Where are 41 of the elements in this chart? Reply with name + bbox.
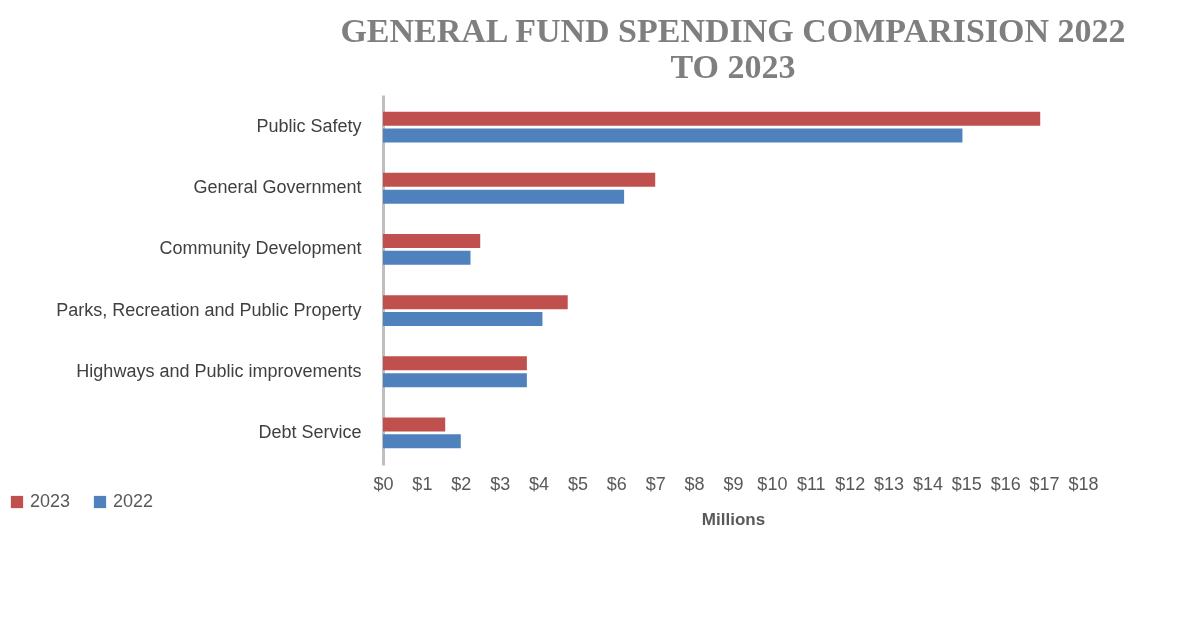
x-tick-label: $8 (684, 473, 705, 494)
y-tick-label: Public Safety (256, 116, 362, 137)
bar (383, 311, 543, 326)
bar (383, 295, 568, 310)
x-tick-label: $4 (529, 473, 550, 494)
x-tick-label: $15 (951, 473, 982, 494)
y-tick-label: Community Development (159, 238, 362, 259)
x-tick-label: $18 (1068, 473, 1099, 494)
x-tick-label: $13 (874, 473, 905, 494)
bar (383, 128, 963, 143)
x-axis-title: Millions (701, 509, 766, 529)
x-tick-label: $5 (567, 473, 588, 494)
y-tick-label: General Government (193, 177, 362, 198)
chart-title: GENERAL FUND SPENDING COMPARISION 2022 TO 2023 (340, 12, 1126, 85)
legend-label: 2023 (30, 491, 71, 511)
x-tick-label: $11 (796, 473, 826, 494)
bar (383, 356, 527, 371)
x-tick-label: $17 (1029, 473, 1060, 494)
x-tick-label: $12 (835, 473, 866, 494)
bar (383, 417, 446, 432)
x-tick-label: $7 (645, 473, 666, 494)
bar (383, 250, 471, 265)
y-tick-label: Parks, Recreation and Public Property (56, 299, 362, 320)
x-tick-label: $2 (451, 473, 472, 494)
x-tick-label: $10 (757, 473, 788, 494)
legend-label: 2022 (113, 491, 154, 511)
bar (383, 172, 656, 187)
y-tick-label: Debt Service (258, 421, 362, 442)
bar (383, 111, 1041, 126)
bar (383, 234, 481, 249)
bar (383, 373, 527, 388)
bar (383, 189, 625, 204)
x-tick-label: $3 (490, 473, 511, 494)
y-tick-label: Highways and Public improvements (76, 360, 362, 381)
x-tick-label: $9 (723, 473, 744, 494)
x-tick-label: $6 (606, 473, 627, 494)
x-tick-label: $16 (990, 473, 1021, 494)
x-tick-label: $0 (373, 473, 394, 494)
bar (383, 434, 461, 449)
x-tick-label: $14 (912, 473, 943, 494)
x-tick-label: $1 (412, 473, 433, 494)
